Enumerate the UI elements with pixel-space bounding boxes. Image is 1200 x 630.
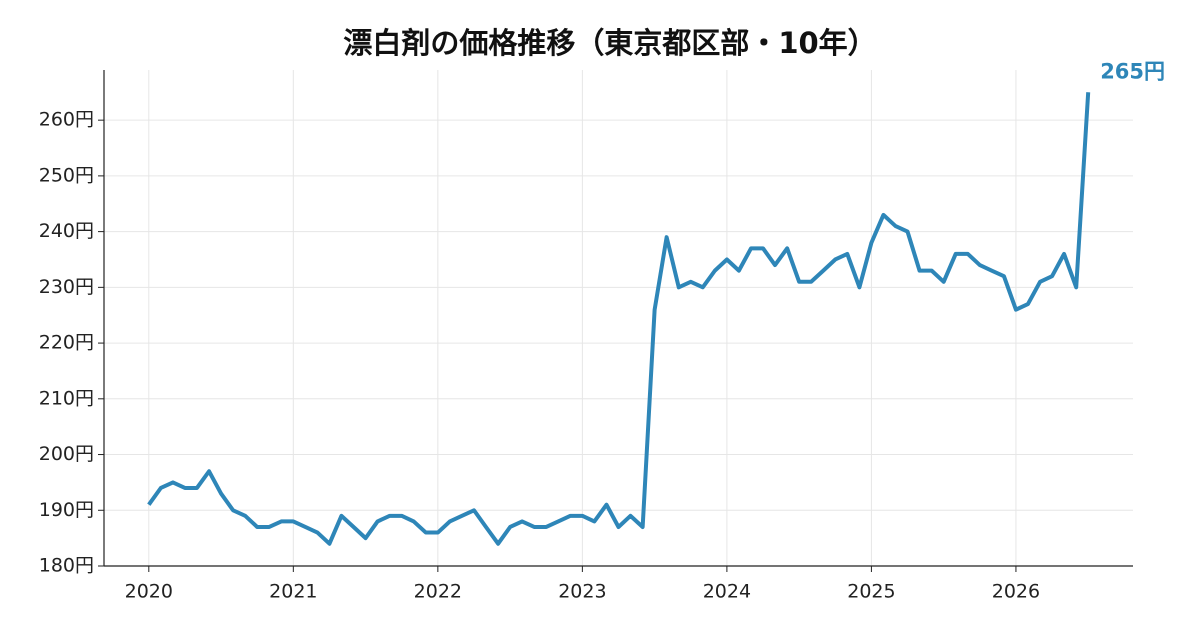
x-tick-label: 2024 [703, 581, 751, 603]
x-tick-label: 2023 [558, 581, 606, 603]
chart-title: 漂白剤の価格推移（東京都区部・10年） [343, 26, 876, 60]
x-tick-label: 2022 [414, 581, 462, 603]
y-tick-label: 180円 [39, 555, 94, 577]
y-tick-label: 190円 [39, 499, 94, 521]
y-tick-label: 240円 [39, 220, 94, 242]
line [147, 92, 1091, 546]
x-tick-label: 2026 [992, 581, 1040, 603]
x-tick-label: 2025 [847, 581, 895, 603]
y-tick-label: 200円 [39, 443, 94, 465]
x-tick-label: 2020 [125, 581, 173, 603]
value-label: 265円 [1100, 59, 1165, 83]
y-tick-label: 220円 [39, 332, 94, 354]
x-tick-label: 2021 [269, 581, 317, 603]
y-tick-label: 230円 [39, 276, 94, 298]
y-tick-label: 250円 [39, 164, 94, 186]
y-tick-label: 260円 [39, 109, 94, 131]
y-tick-label: 210円 [39, 387, 94, 409]
